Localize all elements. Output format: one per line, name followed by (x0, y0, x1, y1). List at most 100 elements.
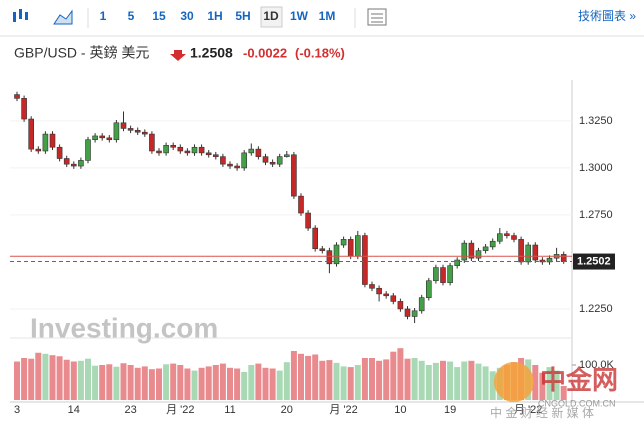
volume-bar (28, 358, 35, 400)
interval-button[interactable]: 1 (100, 9, 107, 23)
candle-body (56, 146, 63, 159)
interval-button[interactable]: 1M (319, 9, 336, 23)
candle-body (411, 310, 418, 317)
candle-body (511, 235, 517, 240)
volume-bar (276, 370, 283, 400)
volume-bar (560, 386, 567, 400)
candle-body (184, 150, 191, 154)
candle-body (354, 235, 361, 257)
volume-bar (92, 365, 99, 400)
cn-logo-icon (494, 362, 534, 402)
candle-body (205, 152, 212, 156)
candle-body (85, 139, 91, 161)
volume-bar (262, 367, 269, 400)
volume-bar (35, 352, 42, 400)
area-icon[interactable] (53, 9, 73, 25)
candle-body (276, 156, 283, 165)
volume-bar (361, 358, 368, 400)
volume-bar (198, 367, 205, 400)
candle-body (142, 131, 148, 135)
candle-body (35, 148, 42, 152)
candle-body (482, 246, 489, 251)
candle-body (347, 239, 354, 257)
volume-bar (99, 365, 106, 400)
candle-icon[interactable] (13, 9, 28, 22)
interval-button[interactable]: 1H (207, 9, 222, 23)
volume-bar (49, 355, 56, 400)
candle-body (440, 267, 446, 283)
volume-bar (113, 366, 120, 400)
candle-body (475, 250, 482, 259)
candle-body (319, 248, 326, 251)
down-arrow (170, 50, 186, 61)
candle-body (283, 154, 290, 157)
candle-body (78, 160, 84, 167)
volume-bar (14, 361, 20, 400)
x-tick-label: 月 '22 (329, 404, 357, 416)
volume-bar (411, 358, 418, 400)
volume-bar (539, 372, 546, 400)
candle-body (390, 295, 397, 302)
candle-body (134, 130, 141, 133)
x-tick-label: 19 (444, 404, 456, 416)
interval-button[interactable]: 1W (290, 9, 309, 23)
volume-bar (489, 371, 496, 400)
volume-bar (212, 365, 219, 400)
volume-bar (63, 359, 70, 400)
candle-body (447, 265, 453, 283)
candle-body (404, 308, 411, 317)
candle-body (489, 240, 496, 248)
volume-bar (347, 367, 354, 400)
volume-bar (70, 361, 77, 400)
volume-tick-label: 100.0K (579, 359, 615, 371)
candle-body (262, 156, 269, 163)
candle-body (113, 122, 120, 141)
volume-bar (134, 367, 141, 400)
candle-body (333, 244, 340, 265)
volume-bar (255, 363, 262, 400)
x-tick-label: 3 (14, 404, 20, 416)
candle-body (156, 150, 162, 154)
volume-bar (440, 360, 446, 400)
volume-bar (461, 361, 468, 400)
x-tick-label: 月 '22 (166, 404, 194, 416)
volume-bar (205, 366, 212, 400)
volume-bar (354, 365, 361, 400)
candle-body (49, 133, 56, 148)
candle-body (149, 133, 155, 152)
candle-body (63, 158, 70, 165)
last-price-box (573, 253, 615, 270)
candle-body (177, 146, 184, 152)
interval-button[interactable]: 5 (128, 9, 135, 23)
candle-body (418, 297, 425, 312)
interval-button[interactable]: 5H (235, 9, 250, 23)
x-tick-label: 10 (394, 404, 406, 416)
interval-button[interactable]: 1D (263, 9, 279, 23)
volume-bar (340, 366, 347, 400)
candle-body (106, 137, 113, 141)
candle-body (198, 146, 205, 154)
volume-bar (120, 363, 127, 400)
candle-body (14, 94, 20, 99)
interval-button[interactable]: 15 (152, 9, 166, 23)
chart-link[interactable]: 技術圖表 » (578, 9, 636, 23)
volume-bar (333, 362, 340, 400)
x-tick-label: 20 (281, 404, 293, 416)
volume-bar (141, 366, 148, 400)
candle-body (425, 280, 432, 298)
cn-logo-watermark: 中金网 (540, 365, 618, 395)
volume-bar (468, 360, 475, 400)
volume-bar (163, 364, 170, 400)
volume-bar (432, 362, 439, 400)
candle-body (291, 154, 297, 197)
interval-buttons: 1 5 15 30 1H 5H 1D 1W 1M (100, 9, 336, 23)
candle-body (504, 233, 510, 236)
volume-bar (319, 360, 326, 400)
candle-body (21, 98, 27, 120)
interval-button[interactable]: 30 (180, 9, 194, 23)
volume-bar (85, 358, 91, 400)
volume-bar (170, 363, 177, 400)
last-price: 1.2508 (190, 45, 233, 61)
settings-icon[interactable] (367, 8, 387, 26)
